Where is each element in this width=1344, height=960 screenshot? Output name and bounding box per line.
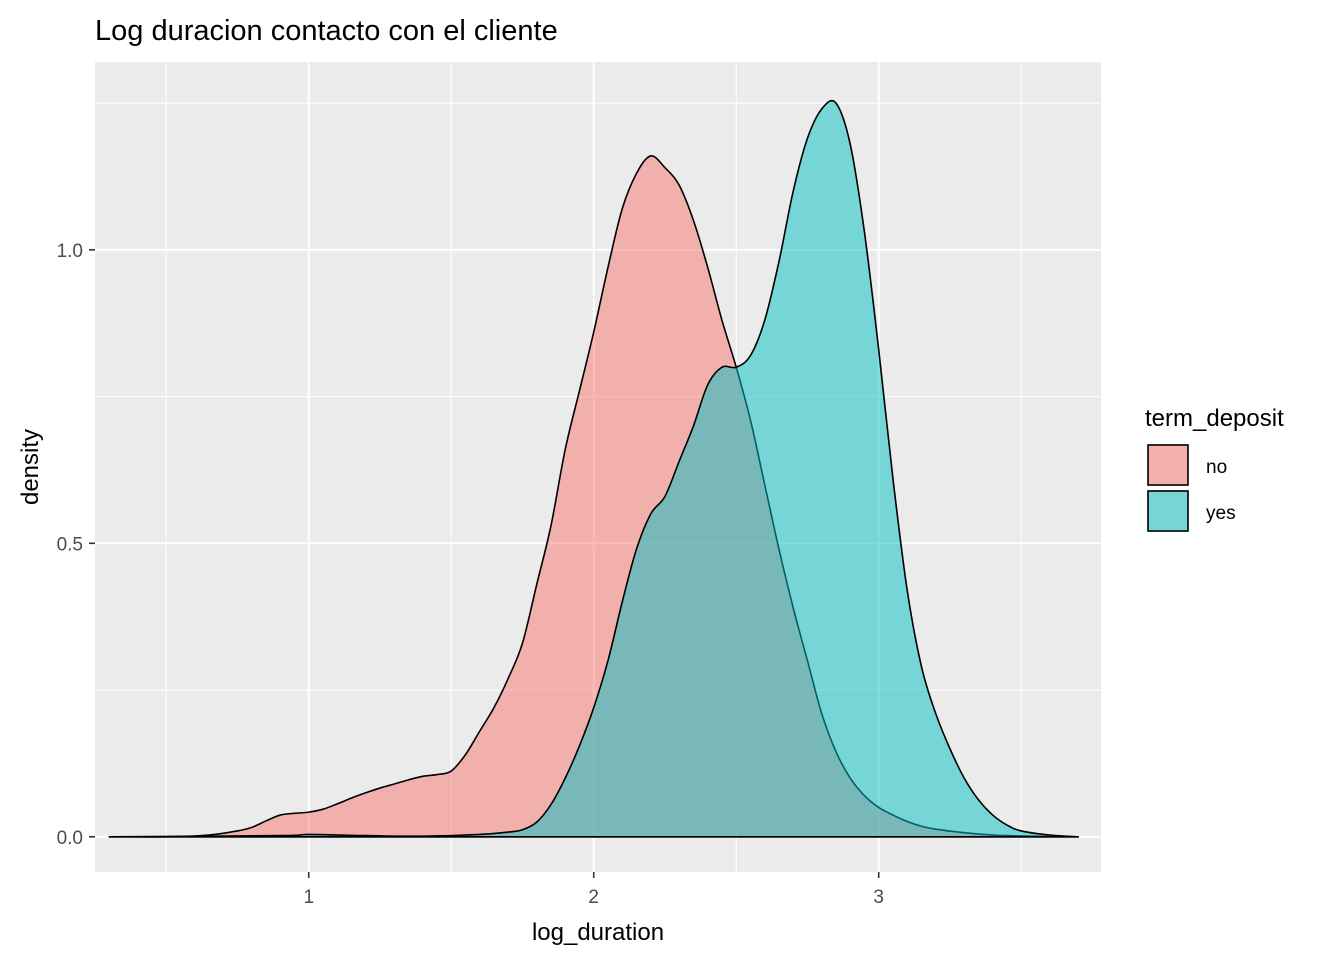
legend-label-yes: yes [1206, 503, 1236, 524]
x-axis-title: log_duration [532, 919, 664, 946]
x-tick-label: 3 [873, 887, 884, 908]
x-tick-label: 2 [588, 887, 599, 908]
legend-title: term_deposit [1145, 405, 1284, 432]
legend: term_deposit no yes [1145, 405, 1284, 532]
legend-swatch-yes [1147, 490, 1189, 532]
density-areas [108, 99, 1079, 838]
y-tick-label: 0.5 [57, 534, 83, 555]
y-axis-title: density [17, 429, 44, 505]
x-axis-ticks: 1 2 3 [303, 872, 884, 908]
y-axis-ticks: 0.0 0.5 1.0 [57, 241, 95, 849]
chart-title: Log duracion contacto con el cliente [95, 15, 558, 47]
legend-entries: no yes [1147, 444, 1236, 532]
y-tick-label: 1.0 [57, 241, 83, 262]
y-tick-label: 0.0 [57, 828, 83, 849]
x-tick-label: 1 [303, 887, 314, 908]
legend-swatch-no [1147, 444, 1189, 486]
legend-label-no: no [1206, 457, 1227, 478]
density-area-yes [108, 99, 1079, 838]
